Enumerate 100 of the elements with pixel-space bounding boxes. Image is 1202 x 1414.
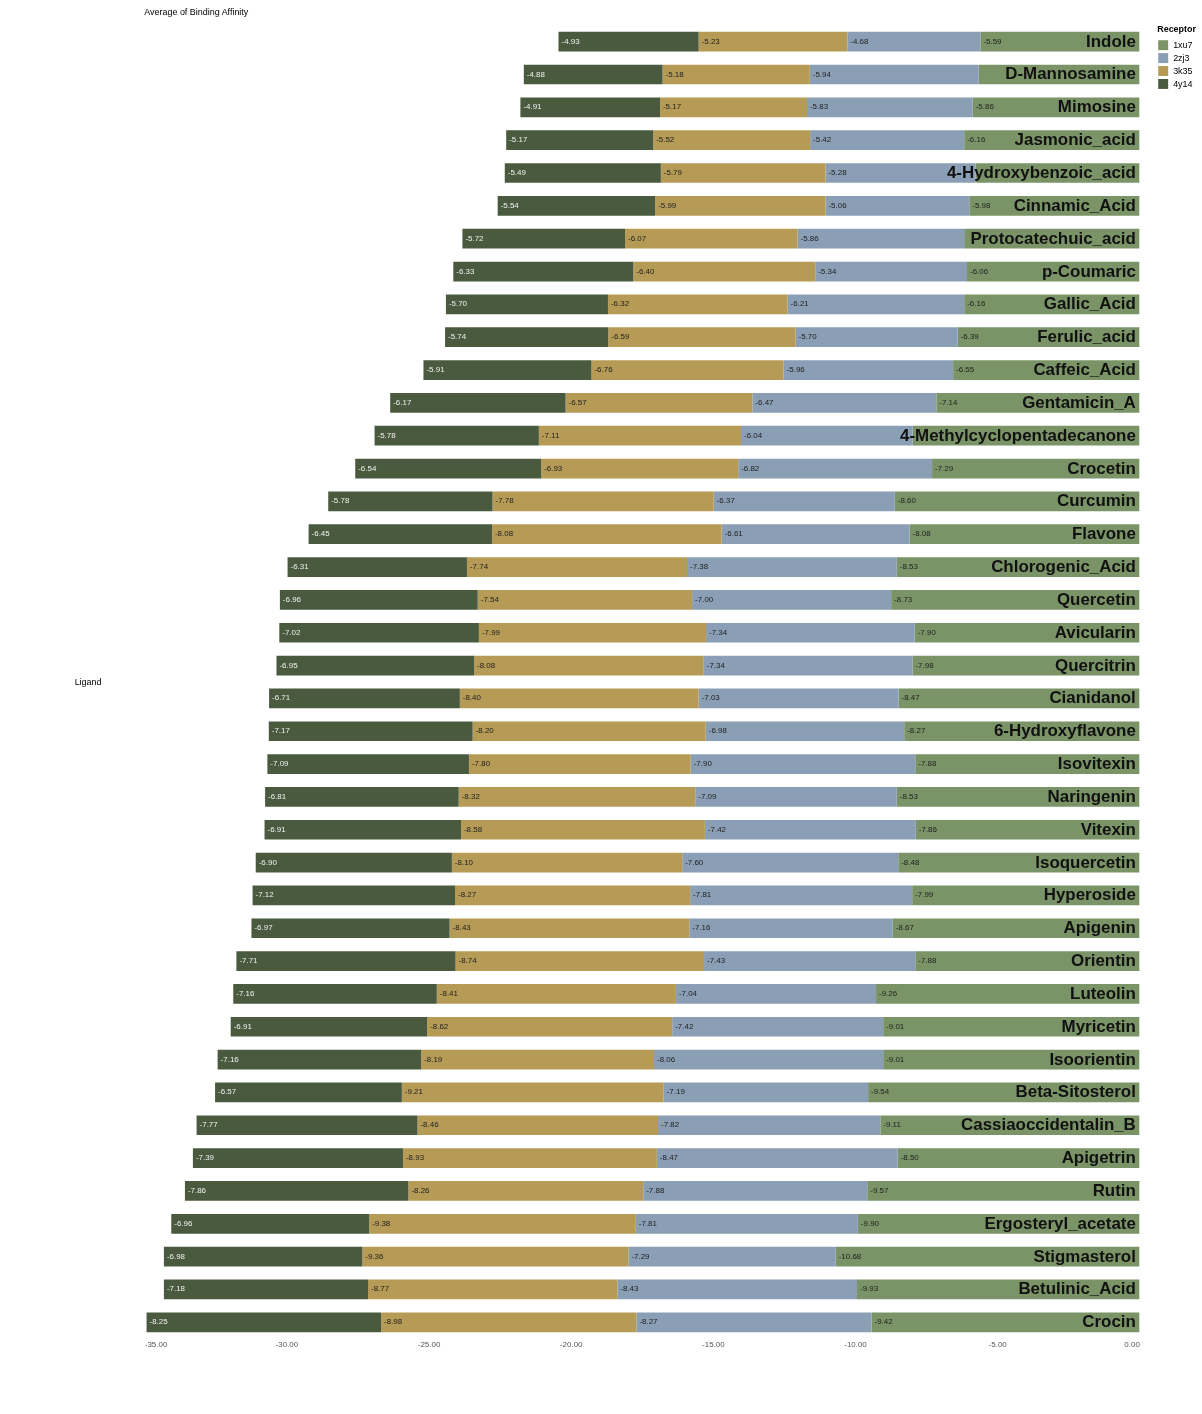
data-label: -8.47 [659,1153,679,1163]
data-label: -7.81 [693,890,712,900]
data-label: -5.78 [331,496,350,506]
y-tick-label: Cassiaoccidentalin_B [961,1115,1136,1135]
data-label: -6.57 [568,397,588,407]
data-label: -9.54 [871,1087,890,1097]
data-label: -6.82 [741,463,760,473]
data-label: -8.41 [439,988,459,998]
data-label: -8.08 [494,529,514,539]
data-label: -5.94 [812,69,832,79]
data-label: -8.19 [424,1054,443,1064]
y-tick-label: Crocetin [1067,458,1136,478]
data-label: -8.27 [907,726,926,736]
data-label: -8.20 [475,726,495,736]
data-label: -8.43 [452,923,472,933]
data-label: -6.06 [970,266,989,276]
data-label: -9.42 [874,1317,894,1327]
data-label: -8.40 [462,693,482,703]
data-label: -5.42 [813,135,832,145]
data-label: -8.08 [912,529,932,539]
data-label: -8.53 [899,562,919,572]
data-label: -8.58 [463,824,483,834]
data-label: -8.73 [894,594,913,604]
data-label: -7.81 [638,1218,658,1228]
data-label: -7.99 [481,627,501,637]
data-label: -7.34 [709,627,728,637]
data-label: -6.04 [744,430,763,440]
data-label: -6.98 [166,1251,186,1261]
data-label: -9.01 [886,1054,905,1064]
y-tick-label: Stigmasterol [1033,1246,1136,1266]
data-label: -5.17 [662,102,682,112]
data-label: -6.98 [708,726,728,736]
data-label: -7.74 [469,562,489,572]
data-label: -6.45 [311,529,331,539]
legend-label: 2zj3 [1173,53,1190,64]
data-label: -6.37 [716,496,736,506]
data-label: -5.06 [828,200,848,210]
data-label: -7.71 [239,956,259,966]
data-label: -5.78 [377,430,397,440]
x-tick-label: -35.00 [144,1340,168,1350]
data-label: -10.68 [838,1251,862,1261]
data-label: -6.07 [628,233,647,243]
y-tick-label: Naringenin [1047,786,1136,806]
data-label: -7.29 [935,463,954,473]
y-tick-label: Jasmonic_acid [1014,130,1136,150]
data-label: -9.38 [372,1218,391,1228]
data-label: -5.96 [786,365,806,375]
data-label: -7.19 [666,1087,686,1097]
x-tick-label: 0.00 [1124,1340,1141,1350]
data-label: -9.93 [859,1284,879,1294]
data-label: -6.54 [358,463,377,473]
data-label: -7.42 [675,1021,694,1031]
data-label: -7.88 [646,1185,665,1195]
y-tick-label: Rutin [1092,1180,1136,1200]
chart-title: Average of Binding Affinity [144,7,249,18]
y-tick-label: Indole [1086,31,1136,51]
data-label: -9.57 [870,1185,889,1195]
data-label: -7.82 [660,1120,680,1130]
data-label: -8.60 [897,496,917,506]
data-label: -6.40 [636,266,655,276]
data-label: -7.98 [915,660,935,670]
data-label: -5.83 [809,102,829,112]
legend-label: 1xu7 [1173,40,1193,51]
y-tick-label: Ferulic_acid [1037,327,1136,347]
legend-label: 4y14 [1173,78,1193,89]
data-label: -8.08 [477,660,496,670]
data-label: -7.09 [270,759,290,769]
data-label: -5.28 [828,168,848,178]
y-tick-label: Protocatechuic_acid [970,228,1136,248]
data-label: -6.76 [594,365,614,375]
y-tick-label: Betulinic_Acid [1018,1279,1136,1299]
data-label: -7.39 [195,1153,215,1163]
data-label: -7.38 [689,562,709,572]
y-tick-label: Myricetin [1061,1016,1136,1036]
y-tick-label: Apigenin [1063,918,1136,938]
y-tick-label: Crocin [1082,1312,1136,1332]
data-label: -8.06 [657,1054,676,1064]
data-label: -7.86 [918,824,938,834]
data-label: -5.86 [800,233,820,243]
data-label: -5.70 [448,299,468,309]
data-label: -7.86 [187,1185,207,1195]
data-label: -7.29 [631,1251,651,1261]
data-label: -9.21 [404,1087,424,1097]
data-label: -6.39 [960,332,980,342]
data-label: -5.52 [656,135,675,145]
data-label: -6.32 [610,299,630,309]
data-label: -7.09 [698,791,717,801]
y-tick-label: Isovitexin [1057,754,1136,774]
data-label: -7.16 [236,988,255,998]
data-label: -8.53 [899,791,919,801]
data-label: -5.23 [701,36,721,46]
y-tick-label: p-Coumaric [1041,261,1136,281]
data-label: -6.17 [393,397,412,407]
data-label: -7.18 [166,1284,186,1294]
y-tick-label: Cianidanol [1049,688,1136,708]
y-tick-label: 6-Hydroxyflavone [993,721,1136,741]
y-tick-label: Mimosine [1057,97,1136,117]
data-label: -5.79 [663,168,683,178]
data-label: -8.77 [371,1284,390,1294]
data-label: -4.93 [561,36,581,46]
